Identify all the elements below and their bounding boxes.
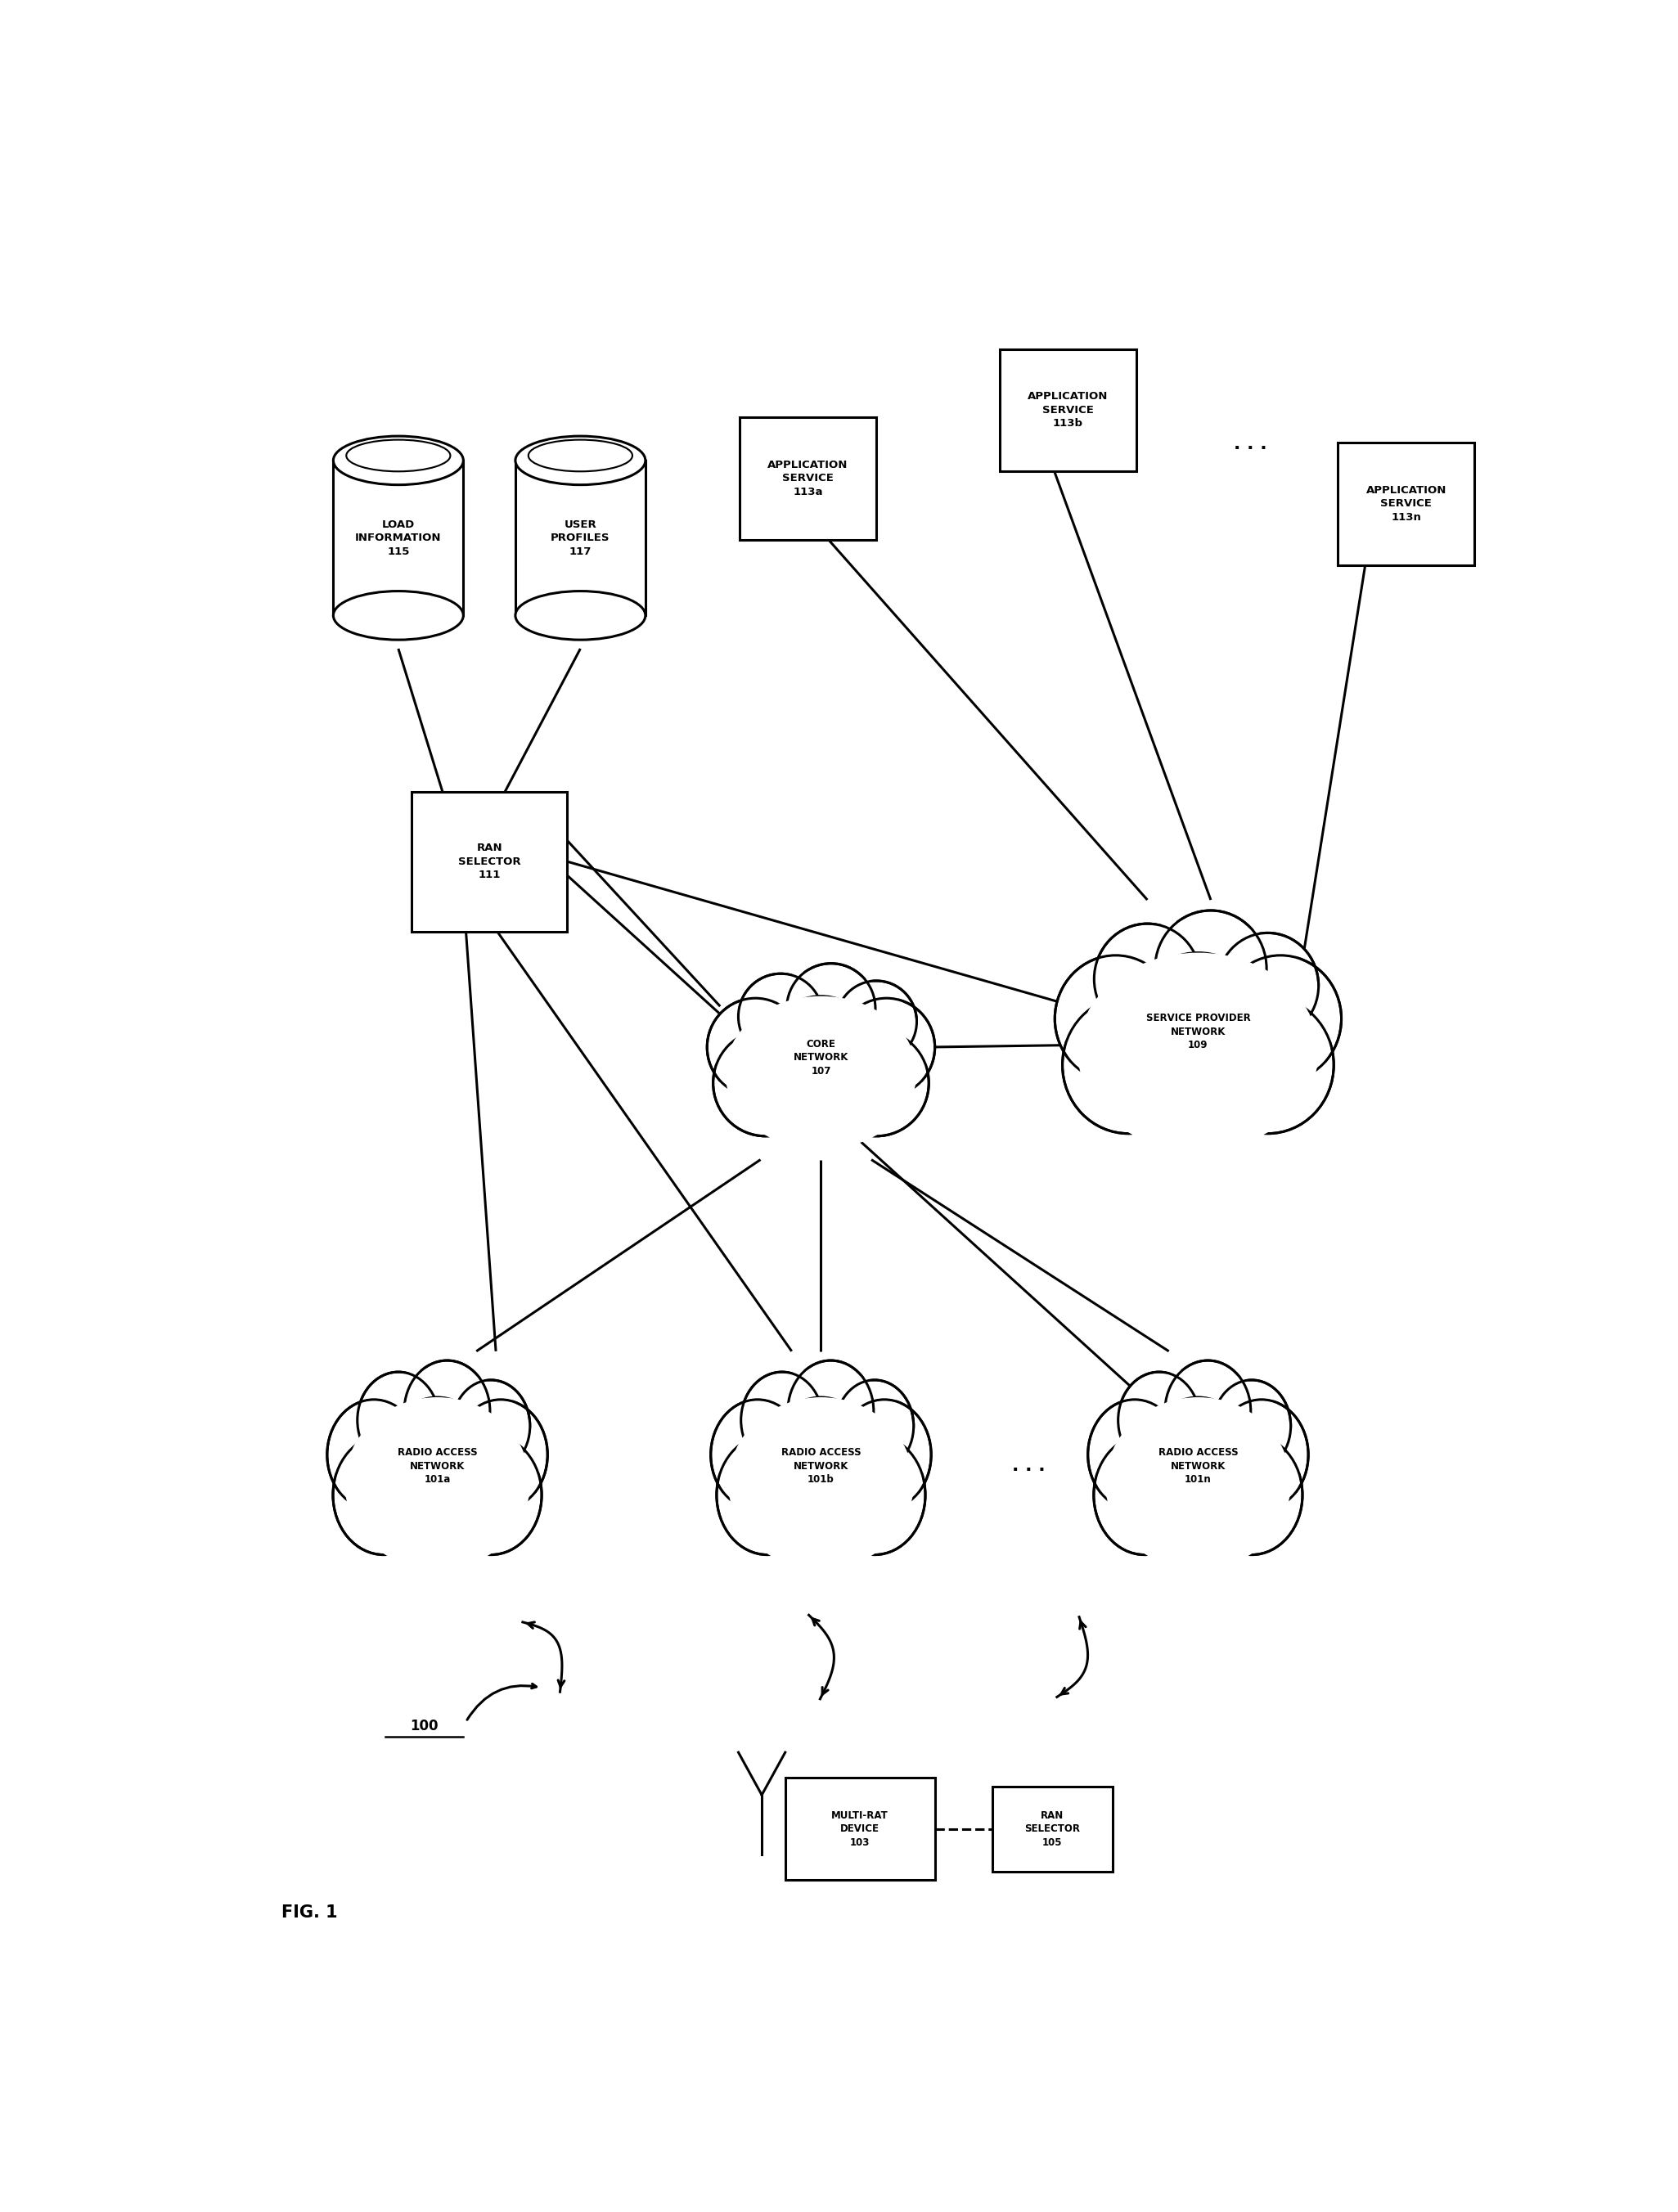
Ellipse shape [738, 973, 822, 1060]
Text: RAN
SELECTOR
111: RAN SELECTOR 111 [458, 843, 520, 880]
Ellipse shape [455, 1400, 547, 1511]
Ellipse shape [404, 1360, 490, 1462]
Ellipse shape [725, 995, 916, 1150]
Ellipse shape [713, 1031, 817, 1137]
Text: SERVICE PROVIDER
NETWORK
109: SERVICE PROVIDER NETWORK 109 [1146, 1013, 1250, 1051]
Ellipse shape [765, 995, 876, 1108]
Bar [993, 1787, 1113, 1871]
Ellipse shape [451, 1380, 530, 1471]
Ellipse shape [787, 964, 876, 1053]
Text: . . .: . . . [1233, 436, 1267, 453]
Text: . . .: . . . [1012, 1458, 1045, 1475]
Bar [785, 1778, 935, 1880]
Ellipse shape [1106, 1398, 1290, 1571]
Ellipse shape [384, 1398, 492, 1524]
Ellipse shape [1217, 933, 1319, 1037]
Ellipse shape [770, 1440, 871, 1559]
Ellipse shape [836, 980, 916, 1062]
Bar [515, 460, 646, 615]
Ellipse shape [837, 1400, 931, 1511]
Ellipse shape [1087, 1400, 1181, 1511]
Bar [1000, 349, 1136, 471]
Ellipse shape [357, 1371, 440, 1469]
Ellipse shape [837, 998, 935, 1097]
Text: RADIO ACCESS
NETWORK
101n: RADIO ACCESS NETWORK 101n [1158, 1447, 1238, 1484]
Ellipse shape [1165, 1360, 1250, 1462]
Ellipse shape [718, 1369, 923, 1564]
Text: LOAD
INFORMATION
115: LOAD INFORMATION 115 [356, 520, 441, 557]
Text: APPLICATION
SERVICE
113n: APPLICATION SERVICE 113n [1366, 484, 1446, 522]
Text: FIG. 1: FIG. 1 [282, 1905, 337, 1920]
Ellipse shape [332, 1436, 435, 1555]
Ellipse shape [1094, 1436, 1195, 1555]
Ellipse shape [1215, 1400, 1309, 1511]
Text: APPLICATION
SERVICE
113a: APPLICATION SERVICE 113a [769, 460, 847, 498]
Ellipse shape [824, 1436, 925, 1555]
Ellipse shape [1220, 956, 1341, 1082]
Bar [411, 792, 567, 931]
Ellipse shape [715, 971, 926, 1144]
Ellipse shape [742, 1371, 822, 1469]
Text: RADIO ACCESS
NETWORK
101b: RADIO ACCESS NETWORK 101b [780, 1447, 861, 1484]
Ellipse shape [717, 1436, 819, 1555]
Ellipse shape [344, 1398, 530, 1571]
Ellipse shape [824, 1031, 930, 1137]
Ellipse shape [767, 1398, 874, 1524]
Ellipse shape [1144, 1398, 1252, 1524]
Ellipse shape [1133, 1002, 1264, 1139]
Ellipse shape [1077, 953, 1319, 1150]
Ellipse shape [515, 436, 646, 484]
Ellipse shape [711, 1400, 804, 1511]
Text: MULTI-RAT
DEVICE
103: MULTI-RAT DEVICE 103 [831, 1809, 889, 1847]
Ellipse shape [1118, 1371, 1200, 1469]
Ellipse shape [769, 1035, 873, 1141]
Ellipse shape [706, 998, 804, 1097]
Ellipse shape [1066, 920, 1331, 1144]
Text: USER
PROFILES
117: USER PROFILES 117 [550, 520, 611, 557]
Ellipse shape [386, 1440, 488, 1559]
Text: 100: 100 [409, 1719, 438, 1734]
Ellipse shape [1201, 1436, 1302, 1555]
Text: APPLICATION
SERVICE
113b: APPLICATION SERVICE 113b [1029, 392, 1107, 429]
Bar [1337, 442, 1475, 566]
Ellipse shape [1148, 1440, 1248, 1559]
Ellipse shape [334, 591, 463, 639]
Ellipse shape [836, 1380, 913, 1471]
Ellipse shape [1128, 953, 1269, 1097]
Text: RAN
SELECTOR
105: RAN SELECTOR 105 [1025, 1809, 1081, 1847]
Ellipse shape [334, 436, 463, 484]
Ellipse shape [1094, 925, 1201, 1035]
Bar [740, 418, 876, 540]
Ellipse shape [1201, 995, 1334, 1133]
Ellipse shape [1062, 995, 1195, 1133]
Ellipse shape [1154, 911, 1267, 1026]
Ellipse shape [1096, 1369, 1300, 1564]
Ellipse shape [336, 1369, 540, 1564]
Ellipse shape [440, 1436, 542, 1555]
Text: RADIO ACCESS
NETWORK
101a: RADIO ACCESS NETWORK 101a [398, 1447, 477, 1484]
Ellipse shape [1213, 1380, 1290, 1471]
Text: CORE
NETWORK
107: CORE NETWORK 107 [794, 1040, 849, 1077]
Ellipse shape [787, 1360, 874, 1462]
Ellipse shape [515, 591, 646, 639]
Bar [334, 460, 463, 615]
Ellipse shape [1055, 956, 1176, 1082]
Ellipse shape [327, 1400, 421, 1511]
Ellipse shape [728, 1398, 913, 1571]
